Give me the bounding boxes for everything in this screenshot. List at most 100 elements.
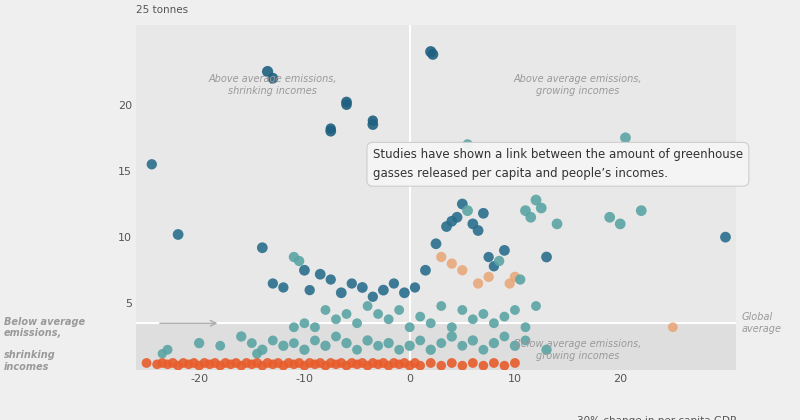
Point bbox=[456, 307, 469, 313]
Point bbox=[319, 342, 332, 349]
Point bbox=[324, 125, 337, 132]
Point bbox=[614, 220, 626, 227]
Point bbox=[324, 276, 337, 283]
Point bbox=[250, 350, 263, 357]
Point bbox=[366, 117, 379, 124]
Point bbox=[466, 220, 479, 227]
Point bbox=[350, 361, 363, 368]
Point bbox=[261, 360, 274, 366]
Point bbox=[356, 360, 369, 366]
Point bbox=[530, 303, 542, 310]
Bar bbox=[136, 323, 736, 370]
Point bbox=[524, 214, 537, 220]
Point bbox=[277, 284, 290, 291]
Text: Below average
emissions,: Below average emissions, bbox=[4, 317, 85, 339]
Text: shrinking
incomes: shrinking incomes bbox=[4, 350, 56, 372]
Point bbox=[261, 68, 274, 75]
Point bbox=[398, 289, 411, 296]
Point bbox=[346, 360, 358, 366]
Point bbox=[498, 333, 511, 340]
Point bbox=[166, 360, 179, 366]
Point bbox=[340, 362, 353, 369]
Point bbox=[446, 260, 458, 267]
Point bbox=[414, 362, 426, 369]
Point bbox=[540, 346, 553, 353]
Point bbox=[324, 128, 337, 134]
Point bbox=[403, 362, 416, 369]
Point bbox=[498, 362, 511, 369]
Point bbox=[366, 360, 379, 366]
Point bbox=[287, 361, 300, 368]
Point bbox=[361, 303, 374, 310]
Point bbox=[387, 360, 400, 366]
Point bbox=[256, 244, 269, 251]
Point bbox=[435, 303, 448, 310]
Point bbox=[426, 51, 439, 58]
Point bbox=[372, 361, 385, 368]
Point bbox=[298, 362, 311, 369]
Point bbox=[314, 271, 326, 278]
Point bbox=[235, 333, 248, 340]
Point bbox=[298, 320, 311, 327]
Text: 30% change in per capita GDP: 30% change in per capita GDP bbox=[577, 416, 736, 420]
Point bbox=[240, 360, 253, 366]
Point bbox=[361, 362, 374, 369]
Point bbox=[340, 340, 353, 346]
Point bbox=[550, 220, 563, 227]
Point bbox=[430, 240, 442, 247]
Point bbox=[140, 360, 153, 366]
Point bbox=[372, 342, 385, 349]
Point bbox=[446, 360, 458, 366]
Point bbox=[456, 342, 469, 349]
Point bbox=[266, 361, 279, 368]
Point bbox=[209, 360, 222, 366]
Point bbox=[150, 361, 163, 368]
Point bbox=[330, 333, 342, 340]
Point bbox=[466, 360, 479, 366]
Point bbox=[230, 360, 242, 366]
Text: Above average emissions,
shrinking incomes: Above average emissions, shrinking incom… bbox=[209, 74, 337, 96]
Point bbox=[466, 337, 479, 344]
Point bbox=[509, 342, 522, 349]
Point bbox=[472, 280, 485, 287]
Point bbox=[446, 333, 458, 340]
Point bbox=[335, 289, 348, 296]
Point bbox=[266, 337, 279, 344]
Point bbox=[146, 161, 158, 168]
Point bbox=[372, 311, 385, 318]
Point bbox=[361, 337, 374, 344]
Point bbox=[314, 360, 326, 366]
Point bbox=[256, 362, 269, 369]
Point bbox=[635, 207, 648, 214]
Text: 25 tonnes: 25 tonnes bbox=[136, 5, 188, 15]
Point bbox=[377, 287, 390, 294]
Point bbox=[177, 360, 190, 366]
Point bbox=[503, 280, 516, 287]
Point bbox=[419, 267, 432, 273]
Point bbox=[414, 313, 426, 320]
Point bbox=[161, 346, 174, 353]
Point bbox=[477, 311, 490, 318]
Point bbox=[409, 360, 422, 366]
Point bbox=[424, 320, 437, 327]
Point bbox=[666, 324, 679, 331]
Point bbox=[519, 337, 532, 344]
Point bbox=[219, 360, 232, 366]
Point bbox=[277, 362, 290, 369]
Point bbox=[461, 207, 474, 214]
Point bbox=[266, 280, 279, 287]
Point bbox=[287, 324, 300, 331]
Point bbox=[424, 48, 437, 55]
Point bbox=[172, 231, 185, 238]
Point bbox=[172, 362, 185, 369]
Point bbox=[350, 346, 363, 353]
Point bbox=[335, 360, 348, 366]
Point bbox=[309, 361, 322, 368]
Text: Global
average: Global average bbox=[742, 312, 782, 334]
Point bbox=[319, 362, 332, 369]
Point bbox=[293, 360, 306, 366]
Point bbox=[540, 254, 553, 260]
Point bbox=[435, 254, 448, 260]
Point bbox=[377, 360, 390, 366]
Point bbox=[246, 340, 258, 346]
